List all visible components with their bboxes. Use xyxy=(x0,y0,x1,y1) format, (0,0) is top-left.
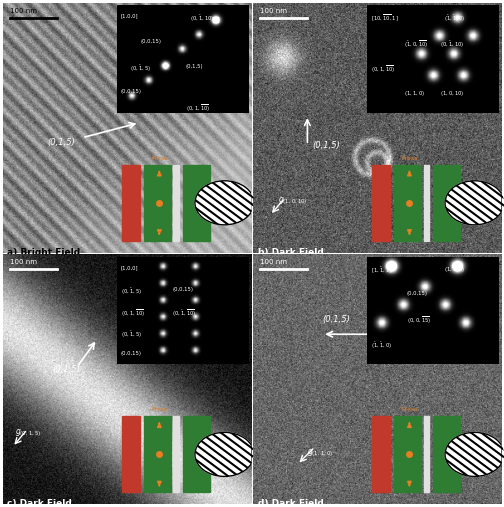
Text: b) Dark Field: b) Dark Field xyxy=(258,248,324,257)
Text: $g_{(1,0,10)}$: $g_{(1,0,10)}$ xyxy=(278,196,307,207)
Text: $(\bar{1},0,5)$: $(\bar{1},0,5)$ xyxy=(412,294,445,307)
Text: 100 nm: 100 nm xyxy=(260,8,287,14)
Text: c) Dark Field: c) Dark Field xyxy=(8,499,72,507)
Text: (0,1,5): (0,1,5) xyxy=(52,365,80,374)
Text: (0,1,5): (0,1,5) xyxy=(322,315,350,323)
Text: 100 nm: 100 nm xyxy=(10,8,37,14)
Text: (0,1,5): (0,1,5) xyxy=(312,141,340,150)
Text: d) Dark Field: d) Dark Field xyxy=(258,499,324,507)
Text: $g_{(1,1,0)}$: $g_{(1,1,0)}$ xyxy=(307,447,334,459)
Text: $g_{(0,1,5)}$: $g_{(0,1,5)}$ xyxy=(15,427,41,439)
Text: 100 nm: 100 nm xyxy=(260,259,287,265)
Text: 100 nm: 100 nm xyxy=(10,259,37,265)
Text: (0,1,5): (0,1,5) xyxy=(47,138,75,147)
Text: a) Bright Field: a) Bright Field xyxy=(8,248,81,257)
